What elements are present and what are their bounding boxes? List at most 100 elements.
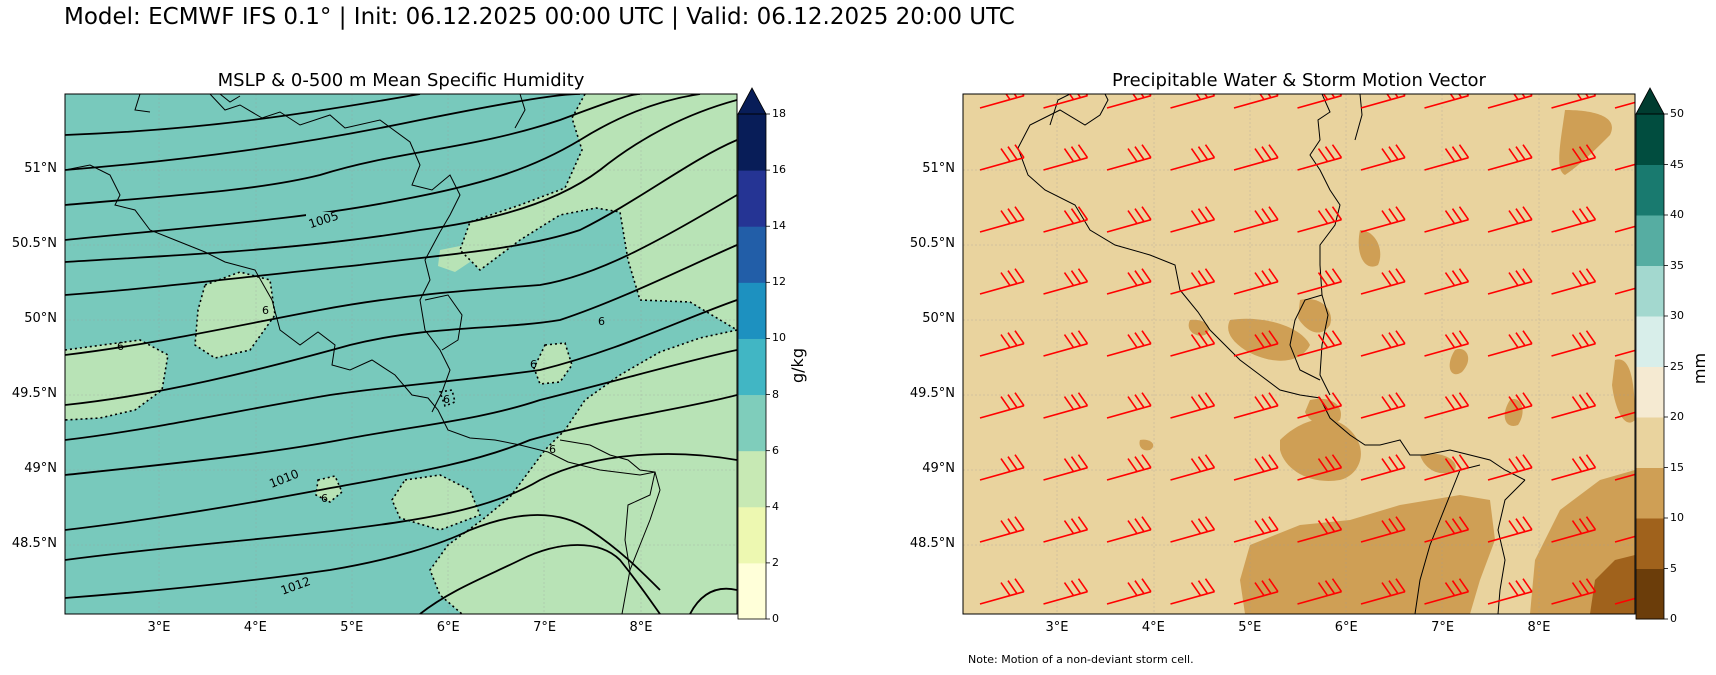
storm-motion-barb	[1297, 94, 1343, 109]
right-colorbar-tick-7: 35	[1670, 258, 1684, 272]
right-colorbar	[1635, 87, 1668, 620]
storm-motion-barb	[1297, 392, 1343, 419]
storm-motion-barb	[1170, 516, 1216, 543]
storm-motion-barb	[1424, 330, 1470, 357]
storm-motion-barb	[1360, 330, 1406, 357]
storm-motion-barb	[1424, 578, 1470, 605]
storm-motion-barb	[979, 454, 1025, 481]
storm-motion-barb	[1424, 206, 1470, 233]
left-country-borders	[65, 94, 661, 614]
right-colorbar-tick-8: 40	[1670, 208, 1684, 221]
right-y-tick-3: 49.5°N	[909, 386, 955, 401]
left-panel-title: MSLP & 0-500 m Mean Specific Humidity	[217, 70, 585, 91]
left-colorbar-swatch-5	[738, 282, 766, 339]
left-colorbar-swatch-6	[738, 226, 766, 283]
storm-motion-barb	[1297, 144, 1343, 171]
storm-motion-barb	[1360, 268, 1406, 295]
storm-motion-barb	[1170, 330, 1216, 357]
storm-motion-barb	[1297, 454, 1343, 481]
storm-motion-barb	[1170, 206, 1216, 233]
left-colorbar-swatch-4	[738, 338, 766, 396]
storm-motion-barb	[1233, 268, 1279, 295]
left-y-tick-3: 49.5°N	[11, 386, 57, 401]
storm-motion-barb	[979, 392, 1025, 419]
left-x-tick-3: 6°E	[436, 620, 460, 635]
storm-motion-barb	[1487, 578, 1533, 605]
storm-motion-barb	[1360, 454, 1406, 481]
storm-motion-barb	[1106, 578, 1152, 605]
right-colorbar-swatch-5	[1636, 316, 1664, 367]
storm-motion-barb	[1551, 94, 1597, 109]
right-y-tick-1: 50.5°N	[909, 236, 955, 251]
right-panel-title: Precipitable Water & Storm Motion Vector	[1112, 70, 1486, 91]
right-colorbar-tick-1: 5	[1670, 561, 1677, 575]
storm-motion-barb	[1106, 206, 1152, 233]
left-gridlines	[65, 94, 737, 614]
right-y-tick-5: 48.5°N	[909, 536, 955, 551]
storm-motion-barb	[1170, 392, 1216, 419]
storm-motion-barb	[1106, 392, 1152, 419]
storm-motion-barb	[1043, 454, 1089, 481]
left-x-tick-0: 3°E	[147, 620, 171, 635]
storm-motion-barb	[1487, 206, 1533, 233]
storm-motion-barb	[1043, 516, 1089, 543]
right-colorbar-tick-3: 15	[1670, 460, 1684, 474]
left-colorbar-swatch-2	[738, 450, 766, 508]
humidity-contour-label: 6	[549, 443, 556, 456]
right-x-tick-4: 7°E	[1431, 620, 1455, 635]
storm-motion-barb	[1360, 206, 1406, 233]
storm-motion-barb	[1424, 516, 1470, 543]
storm-motion-barb	[1360, 578, 1406, 605]
left-y-tick-4: 49°N	[24, 461, 57, 476]
storm-motion-barb	[1297, 578, 1343, 605]
left-y-tick-0: 51°N	[24, 161, 57, 176]
storm-motion-barb	[1551, 454, 1597, 481]
right-colorbar-swatch-2	[1636, 467, 1664, 519]
left-colorbar-tick-1: 2	[772, 555, 779, 569]
left-colorbar-swatch-1	[738, 506, 766, 564]
left-colorbar-extend-arrow	[737, 87, 767, 115]
right-x-tick-3: 6°E	[1334, 620, 1358, 635]
storm-motion-barb	[1487, 454, 1533, 481]
storm-motion-barb	[1106, 268, 1152, 295]
right-colorbar-tick-4: 20	[1670, 410, 1684, 423]
right-y-tick-4: 49°N	[922, 461, 955, 476]
left-colorbar-tick-7: 14	[772, 219, 786, 233]
storm-motion-barb	[1551, 392, 1597, 419]
right-colorbar-swatch-1	[1636, 518, 1664, 569]
right-x-tick-5: 8°E	[1527, 620, 1551, 635]
storm-motion-barb	[1487, 330, 1533, 357]
pw-fill-5-10	[1590, 555, 1635, 614]
storm-motion-barb	[979, 516, 1025, 543]
left-map-frame	[64, 93, 738, 615]
storm-motion-barb	[1106, 94, 1152, 109]
storm-motion-barb	[1360, 94, 1406, 109]
storm-motion-barb	[1106, 144, 1152, 171]
storm-motion-barb	[1551, 268, 1597, 295]
left-colorbar-swatch-8	[738, 114, 766, 171]
right-colorbar-swatch-4	[1636, 366, 1664, 418]
storm-motion-barb	[1487, 392, 1533, 419]
storm-motion-barb	[1043, 578, 1089, 605]
storm-motion-barb	[1233, 94, 1279, 109]
storm-motion-barb	[1360, 144, 1406, 171]
storm-motion-barb	[1043, 330, 1089, 357]
storm-motion-barb	[979, 144, 1025, 171]
storm-motion-barb	[979, 578, 1025, 605]
left-colorbar-tick-8: 16	[772, 163, 786, 177]
storm-motion-barb	[1106, 516, 1152, 543]
left-colorbar	[737, 87, 770, 620]
right-x-tick-2: 5°E	[1238, 620, 1262, 635]
right-colorbar-tick-9: 45	[1670, 157, 1684, 171]
left-colorbar-tick-6: 12	[772, 275, 786, 289]
left-colorbar-tick-9: 18	[772, 107, 786, 120]
storm-motion-barb	[1487, 144, 1533, 171]
right-colorbar-swatch-0	[1636, 568, 1664, 620]
right-colorbar-tick-5: 25	[1670, 359, 1684, 373]
storm-motion-barb	[1233, 330, 1279, 357]
right-colorbar-swatch-8	[1636, 164, 1664, 216]
storm-motion-barb	[1043, 392, 1089, 419]
storm-motion-barb	[1551, 516, 1597, 543]
left-map	[65, 94, 737, 614]
